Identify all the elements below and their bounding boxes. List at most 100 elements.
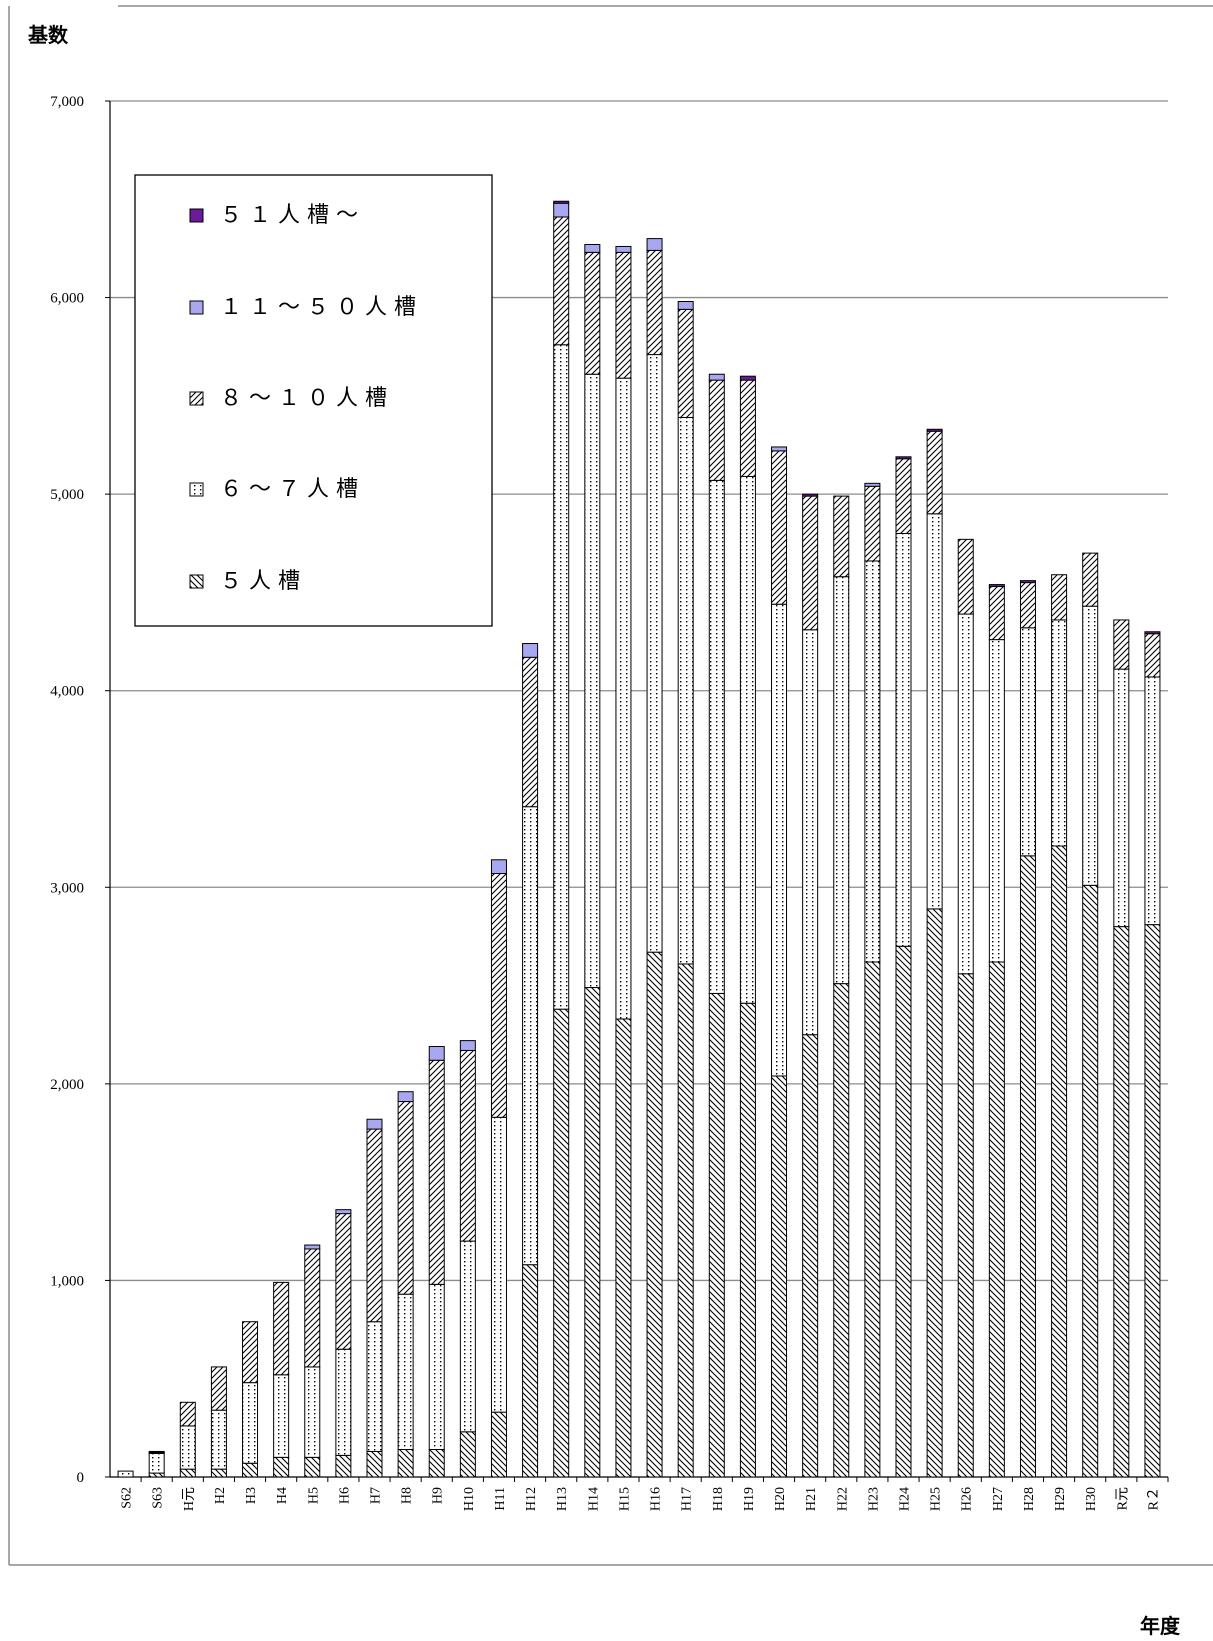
x-tick-label: H27 [991,1487,1006,1511]
x-tick-label: H12 [524,1487,539,1511]
bar-segment: H28 ５人槽: 3160 [1019,855,1036,1478]
bar-segment: S63 ６～７人槽: 100 [148,1452,165,1474]
bar-segment: H8 ６～７人槽: 790 [397,1293,414,1450]
bar-segment: R元 ６～７人槽: 1310 [1113,668,1130,928]
bar-segment: H27 ５人槽: 2620 [988,961,1005,1478]
y-axis-title: 基数 [28,23,69,47]
bar-segment: H12 ５人槽: 1080 [522,1264,539,1478]
legend: ５ １ 人 槽 ～ １ １ ～ ５ ０ 人 槽 ８ ～ １ ０ 人 槽 ６ ～ ７ 人… [134,174,493,627]
legend-swatch [189,300,204,315]
x-tick-label: S62 [120,1487,135,1509]
bar-segment: H6 ６～７人槽: 540 [335,1348,352,1456]
bar-segment: H4 ６～７人槽: 420 [273,1374,290,1458]
bar-segment: H29 ６～７人槽: 1150 [1051,619,1068,847]
bar-segment: H20 ６～７人槽: 2400 [771,603,788,1077]
x-tick-label: H21 [804,1487,819,1511]
bar-segment: H6 ５人槽: 110 [335,1454,352,1478]
x-tick-label: S63 [151,1487,166,1509]
x-tick-labels: S62 S63 H元 H2 H3 H4 H5 H6 H7 H8 H9 H10 H11 H12 H13 H14 H… [120,1487,1162,1511]
bar-segment: H18 ５人槽: 2460 [708,992,725,1478]
bar-segment: H13 ６～７人槽: 3380 [553,344,570,1010]
x-tick-label: H26 [960,1487,975,1511]
bar-segment: H元 ５人槽: 40 [179,1468,196,1478]
bar-segment: H17 ５人槽: 2610 [677,963,694,1478]
bar-segment: H11 ６～７人槽: 1500 [490,1116,507,1413]
bar-segment: S63 ５人槽: 20 [148,1472,165,1478]
y-tick-label: 1,000 [50,1273,84,1289]
x-tick-label: H14 [586,1487,601,1511]
x-tick-label: H30 [1084,1487,1099,1511]
legend-label: ８ ～ １ ０ 人 槽 [220,386,387,411]
bar-segment: H27 ６～７人槽: 1640 [988,639,1005,963]
x-tick-label: H6 [337,1487,352,1504]
bar-segment: H21 ６～７人槽: 2060 [802,629,819,1036]
bars: S62 ６～７人槽: 30 S63 ５人槽: 20S63 ６～７人槽: 100S6… [117,200,1161,1478]
x-axis-title: 年度 [1140,1614,1181,1638]
x-tick-label: H22 [835,1487,850,1511]
x-tick-label: H18 [711,1487,726,1511]
x-tick-label: H23 [866,1487,881,1511]
bar-segment: H14 ６～７人槽: 3120 [584,373,601,989]
bar-segment: H8 ５人槽: 140 [397,1448,414,1478]
x-tick-label: H9 [431,1487,446,1504]
bar-segment: H23 ６～７人槽: 2040 [864,560,881,963]
bar-segment: H25 ５人槽: 2890 [926,908,943,1478]
x-tick-label: H11 [493,1487,508,1511]
legend-swatch [189,208,204,223]
legend-label: １ １ ～ ５ ０ 人 槽 [220,295,416,320]
x-tick-label: H2 [213,1487,228,1504]
x-tick-label: R元 [1115,1487,1130,1510]
x-tick-label: H3 [244,1487,259,1504]
bar-segment: H17 ６～７人槽: 2780 [677,416,694,965]
bar-segment: R２ ６～７人槽: 1260 [1144,676,1161,926]
bar-segment: H19 ５人槽: 2410 [739,1002,756,1478]
y-tick-label: 7,000 [50,94,84,110]
bar-segment: H5 ６～７人槽: 460 [304,1366,321,1458]
x-tick-label: H元 [182,1487,197,1511]
bar-segment: H30 ６～７人槽: 1420 [1082,605,1099,886]
bar-segment: H26 ５人槽: 2560 [957,973,974,1478]
bar-segment: H15 ５人槽: 2330 [615,1018,632,1478]
bar-segment: H24 ６～７人槽: 2100 [895,532,912,947]
x-tick-label: H8 [400,1487,415,1504]
bar-segment: H9 ５人槽: 140 [428,1448,445,1478]
y-tick-label: 6,000 [50,291,84,307]
legend-label: ５ 人 槽 [220,569,300,594]
x-tick-label: H16 [649,1487,664,1511]
bar-segment: H10 ５人槽: 230 [459,1431,476,1478]
x-tick-label: H15 [617,1487,632,1511]
